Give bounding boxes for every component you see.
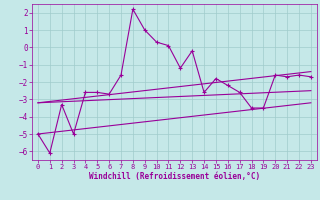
X-axis label: Windchill (Refroidissement éolien,°C): Windchill (Refroidissement éolien,°C)	[89, 172, 260, 181]
